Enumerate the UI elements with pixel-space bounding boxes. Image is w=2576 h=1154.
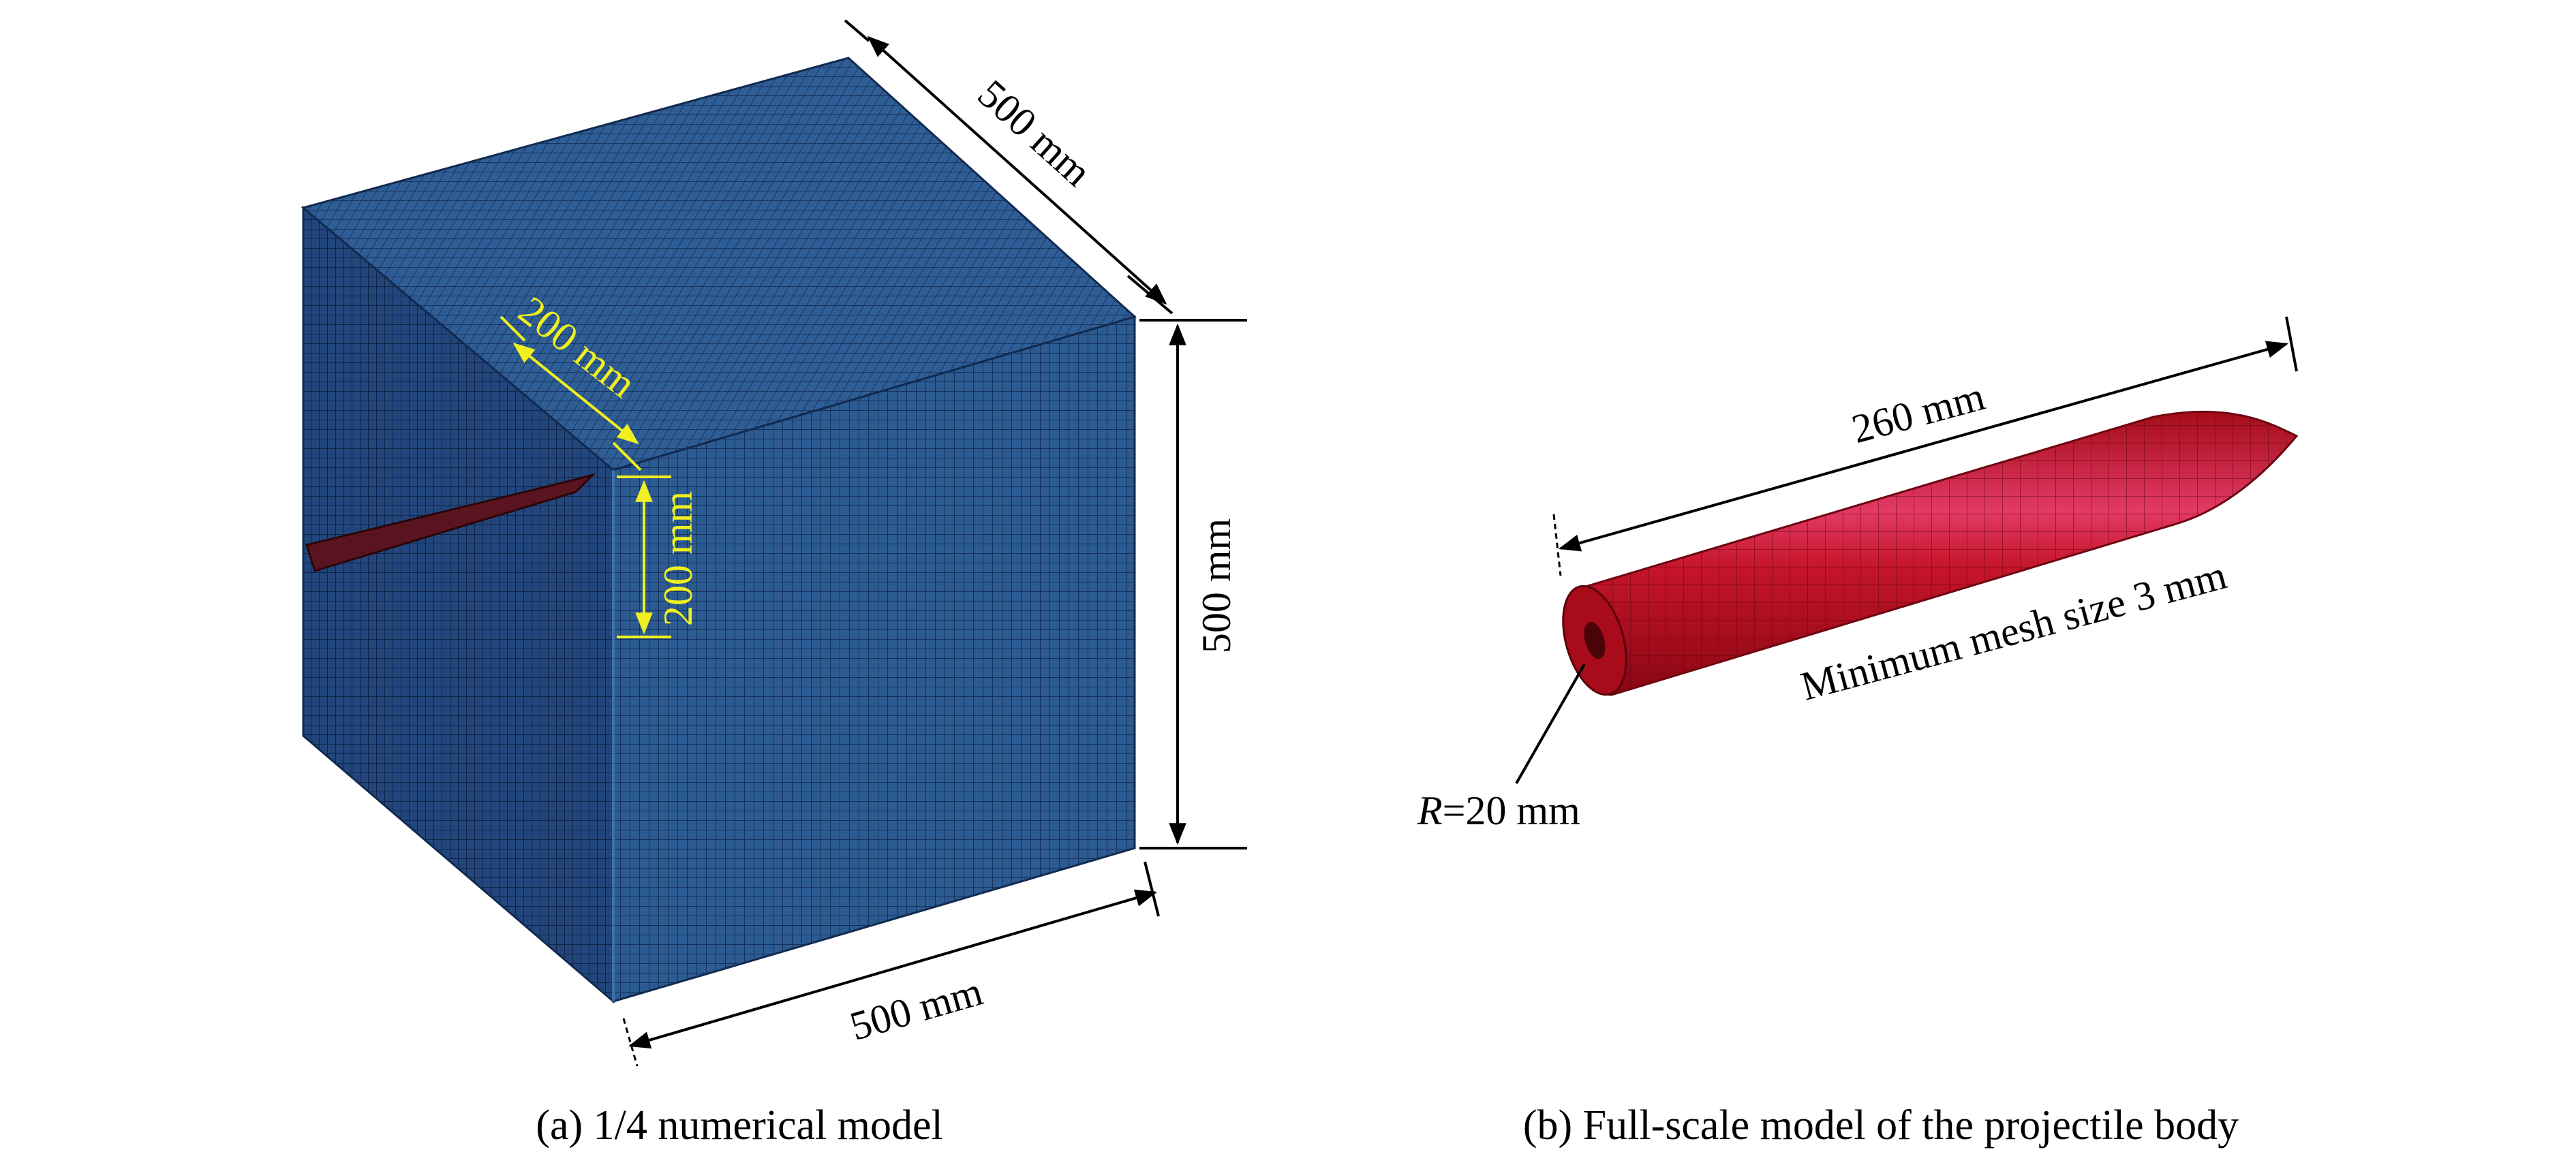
dim-inner-vert-label: 200 mm <box>656 491 701 626</box>
radius-label: R=20 mm <box>1417 788 1580 833</box>
panel-b: 260 mm Minimum mesh size 3 mm R=20 mm (b… <box>1417 316 2299 1149</box>
dim-bottom-label: 500 mm <box>845 969 987 1049</box>
caption-b: (b) Full-scale model of the projectile b… <box>1523 1102 2239 1149</box>
panel-a: 500 mm 500 mm 500 mm 200 mm <box>301 19 1247 1149</box>
dim-top-label: 500 mm <box>970 71 1101 195</box>
caption-a: (a) 1/4 numerical model <box>536 1102 942 1149</box>
dim-right-label: 500 mm <box>1194 518 1239 653</box>
dim-inner-vert: 200 mm <box>617 475 701 638</box>
dim-right: 500 mm <box>1139 319 1247 849</box>
radius-leader <box>1515 664 1586 784</box>
dim-length-label: 260 mm <box>1847 373 1989 452</box>
radius-label-value: =20 mm <box>1443 788 1580 833</box>
cube-projectile <box>305 473 597 572</box>
radius-label-symbol: R <box>1417 788 1443 833</box>
